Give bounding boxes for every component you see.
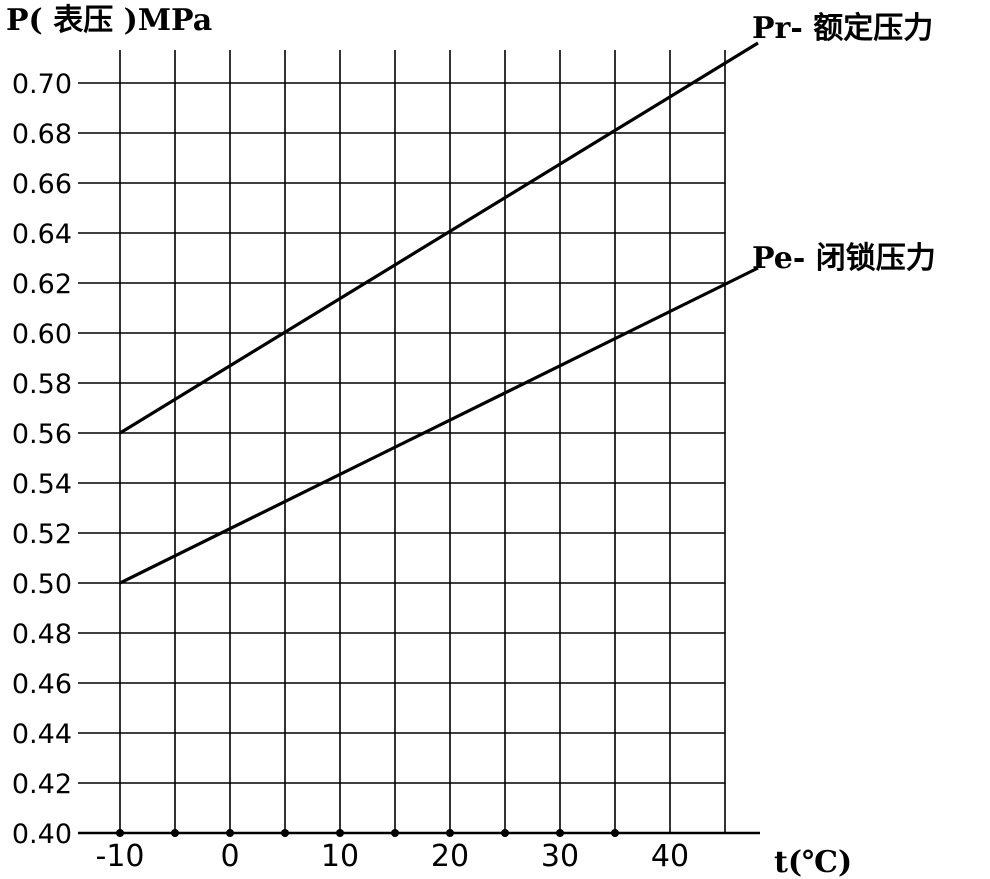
axis-marker: [171, 829, 179, 837]
y-tick-label: 0.56: [12, 419, 72, 450]
x-tick-label: 0: [220, 839, 239, 874]
x-tick-labels: -10 0 10 20 30 40: [96, 839, 690, 874]
y-tick-label: 0.46: [12, 669, 72, 700]
series-lines: [119, 41, 759, 585]
x-axis-label: t(℃): [774, 845, 852, 879]
x-tick-label: 20: [431, 839, 469, 874]
axis-marker: [226, 829, 234, 837]
y-tick-label: 0.48: [12, 619, 72, 650]
y-tick-label: 0.66: [12, 169, 72, 200]
y-tick-label: 0.44: [12, 719, 72, 750]
x-tick-label: 40: [651, 839, 689, 874]
y-tick-label: 0.62: [12, 269, 72, 300]
axis-marker: [501, 829, 509, 837]
grid: [78, 50, 726, 834]
axis-marker: [116, 829, 124, 837]
y-tick-label: 0.50: [12, 569, 72, 600]
y-tick-labels: 0.40 0.42 0.44 0.46 0.48 0.50 0.52 0.54 0.56 0.58…: [12, 69, 72, 850]
axis-marker: [391, 829, 399, 837]
x-tick-label: 10: [321, 839, 359, 874]
series-line-pr: [119, 41, 759, 435]
y-tick-label: 0.68: [12, 119, 72, 150]
axis-marker: [446, 829, 454, 837]
x-tick-label: -10: [96, 839, 145, 874]
series-line-pe: [119, 266, 759, 585]
y-tick-label: 0.40: [12, 819, 72, 850]
y-tick-label: 0.58: [12, 369, 72, 400]
axis-marker: [556, 829, 564, 837]
axis-marker: [281, 829, 289, 837]
series-label-pr: Pr- 额定压力: [752, 11, 933, 46]
y-tick-label: 0.64: [12, 219, 72, 250]
axis-marker: [611, 829, 619, 837]
y-tick-label: 0.42: [12, 769, 72, 800]
axis-marker: [336, 829, 344, 837]
axis-markers: [116, 829, 619, 837]
y-axis-label: P( 表压 )MPa: [6, 3, 212, 38]
x-tick-label: 30: [541, 839, 579, 874]
y-tick-label: 0.54: [12, 469, 72, 500]
y-tick-label: 0.70: [12, 69, 72, 100]
y-tick-label: 0.52: [12, 519, 72, 550]
y-tick-label: 0.60: [12, 319, 72, 350]
series-label-pe: Pe- 闭锁压力: [752, 241, 936, 276]
